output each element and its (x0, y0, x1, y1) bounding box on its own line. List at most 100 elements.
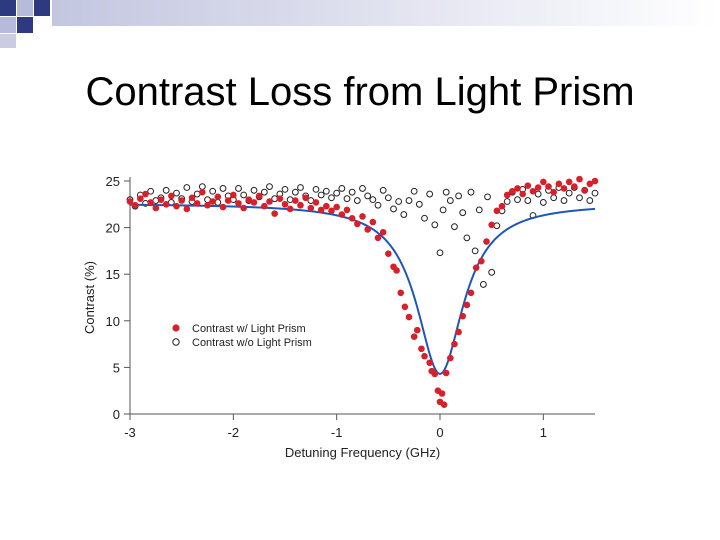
data-point-with-prism (131, 201, 139, 209)
x-tick-label: -3 (124, 425, 136, 440)
data-point-with-prism (483, 238, 490, 245)
data-point-with-prism (297, 201, 304, 209)
data-point-without-prism (266, 183, 273, 190)
data-point-with-prism (421, 352, 428, 360)
data-point-without-prism (235, 185, 242, 192)
slide-corner-decoration (0, 0, 720, 48)
data-point-without-prism (446, 197, 454, 204)
decoration-square-navy-2 (34, 0, 50, 16)
data-point-with-prism (317, 206, 325, 214)
data-point-with-prism (245, 196, 253, 203)
data-point-without-prism (514, 196, 521, 204)
x-tick-label: 1 (540, 425, 547, 440)
data-point-with-prism (307, 204, 315, 212)
chart-axes (129, 177, 595, 415)
data-point-without-prism (451, 223, 458, 231)
data-point-with-prism (271, 210, 278, 217)
x-tick-label: -1 (331, 425, 343, 440)
data-point-with-prism (397, 289, 405, 297)
data-point-without-prism (431, 221, 439, 229)
data-point-with-prism (152, 204, 160, 212)
slide-title: Contrast Loss from Light Prism (85, 70, 635, 114)
data-point-without-prism (480, 281, 487, 288)
data-point-without-prism (322, 187, 330, 195)
data-point-with-prism (519, 190, 526, 198)
data-point-with-prism (534, 184, 542, 191)
data-point-without-prism (317, 191, 325, 199)
data-point-with-prism (438, 390, 446, 397)
data-point-without-prism (364, 192, 372, 200)
data-point-with-prism (514, 185, 521, 192)
data-point-with-prism (292, 197, 299, 204)
data-point-with-prism (183, 205, 191, 213)
data-point-without-prism (198, 183, 206, 190)
y-tick-label: 15 (106, 267, 120, 282)
data-point-without-prism (471, 247, 479, 255)
decoration-square-lavender-1 (17, 0, 33, 16)
data-point-without-prism (534, 190, 542, 198)
data-point-without-prism (400, 211, 408, 218)
data-point-with-prism (235, 200, 242, 207)
data-point-with-prism (328, 207, 335, 215)
data-point-with-prism (168, 192, 175, 200)
data-point-without-prism (586, 197, 594, 204)
data-point-with-prism (431, 370, 439, 378)
data-point-without-prism (415, 200, 423, 208)
data-point-without-prism (312, 185, 320, 193)
series-without-prism (126, 183, 599, 288)
data-point-without-prism (484, 193, 491, 201)
data-point-with-prism (369, 218, 377, 226)
data-point-without-prism (260, 188, 268, 196)
data-point-with-prism (459, 312, 467, 320)
data-point-with-prism (576, 175, 583, 183)
data-point-with-prism (581, 187, 588, 194)
data-point-without-prism (550, 194, 558, 202)
data-point-with-prism (565, 178, 573, 186)
data-point-without-prism (410, 187, 418, 195)
data-point-without-prism (439, 206, 447, 214)
data-point-without-prism (173, 189, 180, 197)
data-point-with-prism (478, 257, 485, 265)
legend-marker-with-prism (172, 324, 180, 332)
decoration-square-navy-1 (0, 0, 16, 16)
data-point-with-prism (455, 328, 462, 336)
data-point-without-prism (333, 189, 341, 197)
data-point-with-prism (359, 213, 366, 220)
data-point-with-prism (338, 211, 346, 218)
data-point-with-prism (323, 202, 330, 210)
data-point-with-prism (126, 198, 134, 205)
data-point-with-prism (493, 207, 501, 215)
data-point-without-prism (488, 268, 496, 276)
data-point-with-prism (364, 226, 371, 233)
data-point-without-prism (390, 205, 397, 213)
data-point-with-prism (550, 188, 557, 196)
data-point-with-prism (266, 198, 273, 205)
data-point-without-prism (209, 187, 217, 195)
data-point-without-prism (147, 187, 155, 195)
data-point-without-prism (281, 185, 289, 193)
data-point-without-prism (459, 209, 467, 217)
y-tick-label: 20 (106, 221, 120, 236)
data-point-without-prism (240, 191, 248, 199)
data-point-with-prism (261, 202, 268, 210)
data-point-with-prism (442, 369, 450, 377)
data-point-without-prism (560, 197, 568, 204)
data-point-with-prism (571, 183, 578, 190)
data-point-without-prism (250, 186, 258, 194)
data-point-with-prism (509, 187, 516, 195)
data-point-without-prism (463, 234, 471, 242)
data-point-with-prism (354, 220, 361, 228)
legend-marker-without-prism (172, 338, 180, 346)
data-point-with-prism (560, 185, 568, 192)
x-tick-label: 0 (436, 425, 443, 440)
data-point-without-prism (539, 199, 547, 206)
data-point-without-prism (591, 189, 599, 197)
data-point-with-prism (413, 326, 421, 334)
x-tick-label: -2 (228, 425, 240, 440)
data-point-with-prism (379, 228, 387, 236)
data-point-with-prism (463, 301, 471, 309)
data-point-without-prism (353, 197, 361, 204)
data-point-with-prism (173, 202, 180, 210)
data-point-without-prism (162, 186, 170, 194)
